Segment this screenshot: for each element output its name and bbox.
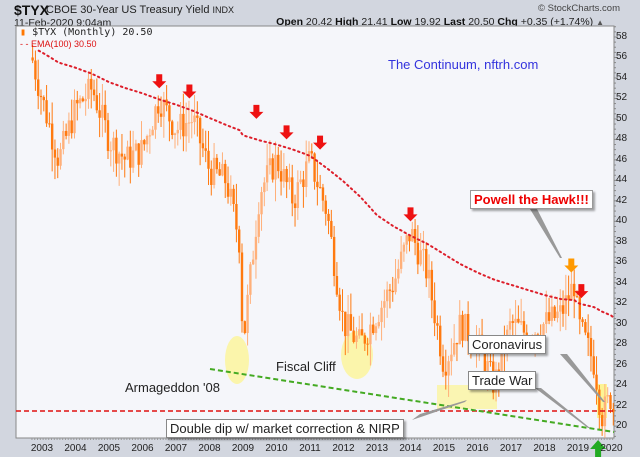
x-tick-label: 2005	[97, 443, 121, 454]
y-tick-label: 50	[616, 112, 628, 124]
chg-label: Chg	[497, 16, 518, 28]
high-label: High	[335, 16, 359, 28]
legend-series: ▮ $TYX (Monthly) 20.50	[20, 27, 152, 38]
last-label: Last	[443, 16, 466, 28]
coronavirus-callout: Coronavirus	[468, 335, 547, 354]
candle-legend-icon: ▮	[20, 27, 27, 38]
x-tick-label: 2004	[64, 443, 87, 454]
highlight-2008	[225, 336, 249, 384]
double-dip-pointer	[412, 400, 467, 420]
security-name: CBOE 30-Year US Treasury Yield INDX	[46, 4, 234, 16]
double-dip-callout: Double dip w/ market correction & NIRP	[166, 419, 404, 438]
open-label: Open	[276, 16, 303, 28]
ema-line	[37, 49, 615, 319]
y-tick-label: 32	[616, 297, 628, 309]
down-arrow-icon	[279, 125, 294, 140]
last-value: 20.50	[468, 16, 495, 28]
y-tick-label: 30	[616, 317, 628, 329]
x-tick-label: 2019	[566, 443, 590, 454]
y-tick-label: 38	[616, 235, 628, 247]
y-tick-label: 20	[616, 420, 628, 432]
up-arrow-icon	[590, 440, 607, 457]
symbol: $TYX	[14, 2, 50, 18]
x-tick-label: 2011	[299, 443, 321, 454]
x-tick-label: 2016	[466, 443, 489, 454]
down-arrow-icon	[182, 84, 197, 99]
down-arrow-icon	[152, 74, 167, 89]
legend-series-text: $TYX (Monthly) 20.50	[32, 27, 153, 38]
armageddon-label: Armageddon '08	[125, 380, 220, 395]
low-label: Low	[390, 16, 412, 28]
legend-ema: - - EMA(100) 30.50	[20, 39, 97, 49]
x-tick-label: 2013	[365, 443, 389, 454]
powell-pointer	[530, 209, 562, 258]
x-axis-ticks	[31, 438, 614, 440]
y-tick-label: 42	[616, 194, 628, 206]
y-tick-label: 52	[616, 92, 628, 104]
x-tick-label: 2014	[399, 443, 422, 454]
y-tick-label: 28	[616, 338, 628, 350]
x-tick-label: 2012	[332, 443, 355, 454]
legend-ema-text: EMA(100) 30.50	[31, 39, 97, 49]
down-arrow-icon	[249, 104, 264, 119]
low-value: 19.92	[414, 16, 441, 28]
y-tick-label: 46	[616, 153, 628, 165]
down-arrow-icon	[564, 258, 579, 273]
trade-war-pointer	[535, 388, 590, 428]
y-tick-label: 48	[616, 133, 628, 145]
y-tick-label: 44	[616, 174, 628, 186]
plot-area	[15, 25, 615, 439]
open-value: 20.42	[305, 16, 333, 28]
x-tick-label: 2018	[533, 443, 556, 454]
y-axis-ticks	[614, 26, 618, 437]
y-tick-label: 56	[616, 51, 628, 63]
watermark: The Continuum, nftrh.com	[388, 57, 539, 72]
y-tick-label: 58	[616, 31, 628, 42]
x-tick-label: 2003	[30, 443, 54, 454]
x-tick-label: 2010	[265, 443, 288, 454]
fiscal-cliff-label: Fiscal Cliff	[276, 359, 336, 374]
down-arrow-icon	[313, 135, 328, 150]
x-tick-label: 2020	[600, 443, 623, 454]
coronavirus-pointer	[560, 354, 605, 402]
arrow-markers	[152, 74, 607, 457]
up-triangle-icon: ▲	[596, 18, 604, 27]
down-arrow-icon	[403, 207, 418, 222]
x-tick-label: 2009	[231, 443, 255, 454]
x-tick-label: 2006	[131, 443, 154, 454]
quote-bar: Open 20.42 High 21.41 Low 19.92 Last 20.…	[276, 16, 604, 28]
y-tick-label: 22	[616, 399, 628, 411]
trade-war-callout: Trade War	[468, 371, 537, 390]
x-tick-label: 2007	[164, 443, 188, 454]
chg-value: +0.35 (+1.74%)	[520, 16, 594, 28]
x-tick-label: 2017	[499, 443, 523, 454]
powell-callout: Powell the Hawk!!!	[470, 190, 593, 209]
y-tick-label: 26	[616, 358, 628, 370]
down-arrow-icon	[574, 284, 589, 299]
high-value: 21.41	[361, 16, 388, 28]
source-credit: © StockCharts.com	[538, 3, 620, 14]
y-tick-label: 34	[616, 276, 628, 288]
y-tick-label: 40	[616, 215, 628, 227]
y-tick-label: 54	[616, 71, 628, 83]
y-tick-label: 36	[616, 256, 628, 268]
y-tick-label: 24	[616, 379, 628, 391]
security-name-text: CBOE 30-Year US Treasury Yield	[46, 4, 210, 16]
highlight-2020	[597, 384, 607, 418]
x-tick-label: 2008	[198, 443, 221, 454]
trend-line	[209, 368, 615, 433]
exchange: INDX	[212, 5, 235, 15]
x-tick-label: 2015	[432, 443, 456, 454]
